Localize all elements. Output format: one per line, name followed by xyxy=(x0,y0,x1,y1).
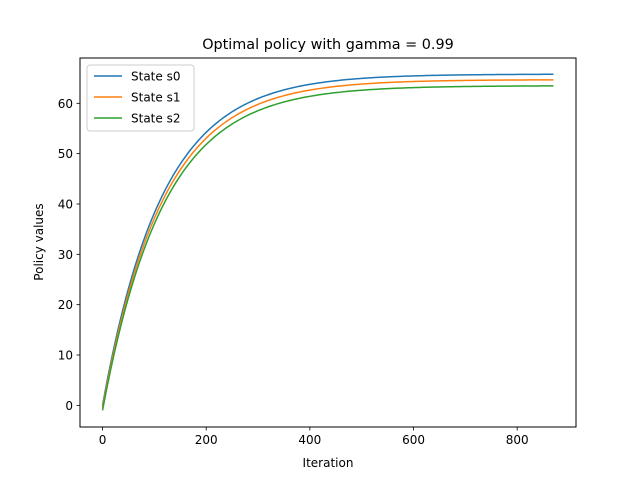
legend-label-0: State s0 xyxy=(131,70,180,84)
legend-box xyxy=(86,64,195,132)
series-line-0 xyxy=(101,73,554,406)
x-tick-label: 600 xyxy=(402,433,425,447)
y-tick-label: 50 xyxy=(58,147,73,161)
y-tick-label: 20 xyxy=(58,298,73,312)
x-tick-label: 800 xyxy=(506,433,529,447)
y-axis-ticks: 0 10 20 30 40 50 60 xyxy=(58,97,80,413)
y-tick-label: 10 xyxy=(58,349,73,363)
legend: State s0 State s1 State s2 xyxy=(86,64,195,132)
y-tick-label: 30 xyxy=(58,248,73,262)
legend-label-1: State s1 xyxy=(131,91,180,105)
series-lines xyxy=(101,73,554,411)
x-tick-label: 200 xyxy=(195,433,218,447)
y-tick-label: 0 xyxy=(65,399,73,413)
series-line-1 xyxy=(101,79,554,409)
chart-title: Optimal policy with gamma = 0.99 xyxy=(202,37,454,53)
series-line-2 xyxy=(101,85,554,411)
y-axis-label: Policy values xyxy=(32,203,46,280)
x-axis-label: Iteration xyxy=(303,456,354,470)
x-tick-label: 0 xyxy=(99,433,107,447)
legend-label-2: State s2 xyxy=(131,112,180,126)
x-tick-label: 400 xyxy=(298,433,321,447)
y-tick-label: 40 xyxy=(58,197,73,211)
y-tick-label: 60 xyxy=(58,97,73,111)
x-axis-ticks: 0 200 400 600 800 xyxy=(99,427,529,447)
plot-frame xyxy=(79,57,577,428)
